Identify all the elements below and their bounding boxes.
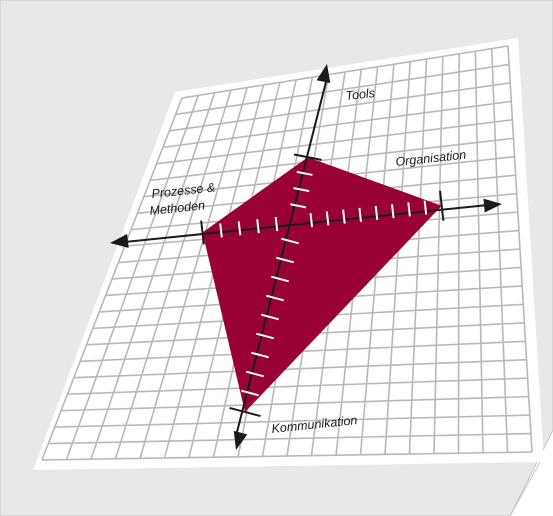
grid-line [67,377,528,395]
grid-line [169,82,511,132]
grid-line [73,358,527,379]
axis-tick [296,170,313,176]
horizontal-axis [123,204,489,243]
grid-line [54,414,530,428]
arrow-right-icon [483,198,502,213]
axis-tick [256,332,274,340]
vertical-axis [235,77,328,437]
axis-tick [256,219,260,234]
vertex-bar [439,190,445,221]
kite-shape [202,157,442,412]
axis-ticks [219,170,428,397]
axis-tick [293,187,310,193]
arrow-left-icon [110,234,129,248]
vertex-bar [293,153,322,161]
grid-line [181,45,509,99]
grid-line [150,137,514,182]
label-prozesse-line2: Methoden [149,198,206,218]
axis-tick [325,211,330,226]
vertex-bars [200,153,445,418]
arrow-down-icon [233,430,248,450]
axis-tick [266,294,284,302]
axis-tick [261,313,279,321]
axis-tick [241,389,259,397]
grid-line [61,395,529,412]
axis-tick [309,213,314,228]
axis-tick [358,207,362,222]
axis-tick [423,200,428,215]
axis-tick [276,256,294,264]
grid-line [162,100,512,149]
axis-tick [271,275,289,283]
grid-line [156,119,513,165]
axis-tick [391,204,395,219]
grid-line [175,63,510,116]
axis-tick [274,217,279,232]
axis-tick [342,209,346,224]
grid-line [41,451,533,461]
axis-tick [281,237,299,245]
axis-tick [219,223,223,238]
vertex-bar [200,220,205,245]
axis-tick [290,203,307,209]
axis-tick [246,370,264,378]
label-prozesse-line1: Prozesse & [151,180,216,201]
arrow-up-icon [316,64,331,84]
grid-line [48,432,531,445]
corner-fold [509,461,541,516]
vertex-bar [229,406,261,418]
axis-tick [237,221,242,236]
label-tools: Tools [345,86,376,103]
axes [110,64,502,450]
axis-tick [251,351,269,359]
axis-tick [374,205,379,221]
axis-tick [407,202,411,217]
